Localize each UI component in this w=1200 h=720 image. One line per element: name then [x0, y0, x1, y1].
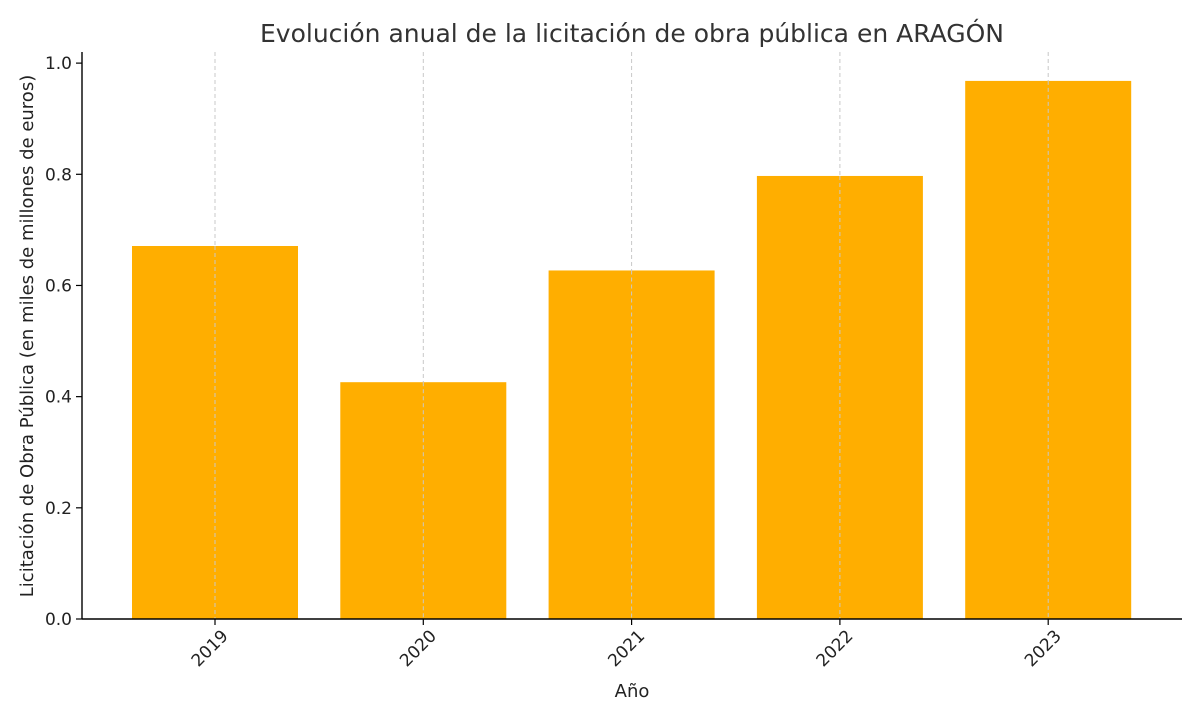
y-axis: 0.0 0.2 0.4 0.6 0.8 1.0 — [45, 52, 83, 630]
y-tick-label: 1.0 — [45, 54, 72, 74]
y-axis-label: Licitación de Obra Pública (en miles de … — [17, 75, 38, 597]
y-tick-label: 0.6 — [45, 276, 72, 296]
x-tick-label: 2022 — [813, 626, 858, 671]
y-tick-label: 0.0 — [45, 610, 72, 630]
bars — [132, 80, 1132, 620]
x-tick-label: 2020 — [396, 626, 441, 671]
chart-title: Evolución anual de la licitación de obra… — [260, 18, 1004, 48]
x-tick-label: 2023 — [1021, 626, 1066, 671]
x-tick-label: 2021 — [604, 626, 649, 671]
x-axis-label: Año — [615, 681, 650, 702]
y-tick-label: 0.4 — [45, 388, 72, 408]
y-tick-label: 0.8 — [45, 165, 72, 185]
y-tick-label: 0.2 — [45, 499, 72, 519]
x-axis: 2019 2020 2021 2022 2023 — [82, 618, 1182, 671]
x-tick-label: 2019 — [188, 626, 233, 671]
